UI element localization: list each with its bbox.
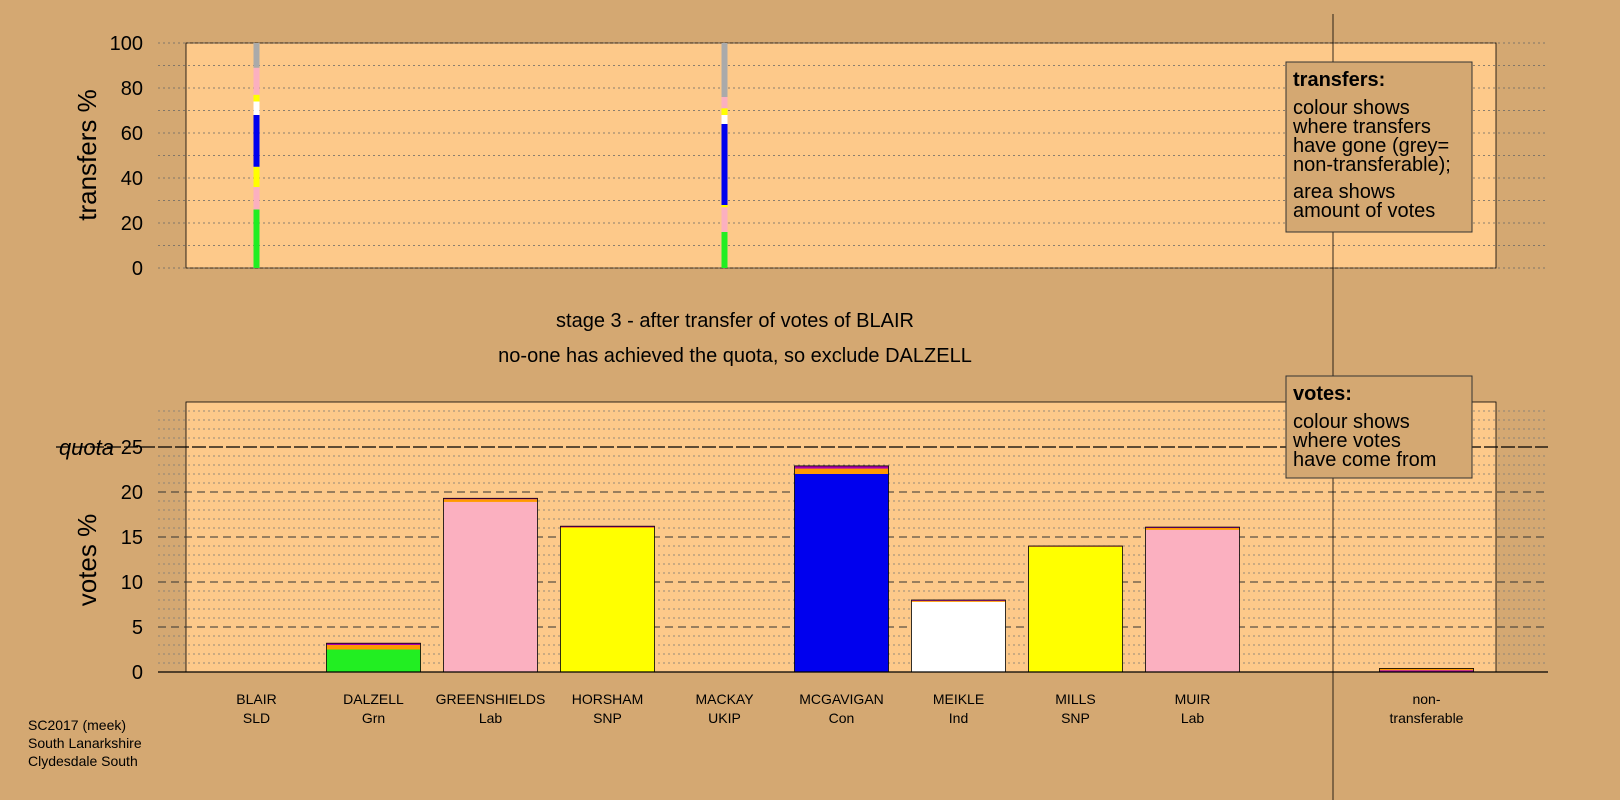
vote-bar-muir-segment-2 (1145, 527, 1240, 528)
transfer-segment-blair-7 (721, 43, 728, 97)
vote-bar-horsham-segment-0 (560, 528, 655, 672)
vote-bar-meikle-segment-1 (911, 600, 1006, 602)
vote-bar-meikle-segment-0 (911, 601, 1006, 672)
votes-tick-label-4: 20 (121, 482, 143, 504)
transfer-segment-mackay-3 (253, 115, 260, 167)
category-party-7: SNP (1061, 710, 1090, 726)
transfer-segment-mackay-2 (253, 166, 260, 187)
votes-tick-label-0: 0 (132, 662, 143, 684)
transfer-segment-mackay-5 (253, 94, 260, 102)
category-party-0: SLD (243, 710, 270, 726)
credit-line-2: South Lanarkshire (28, 735, 142, 751)
vote-bar-meikle-segment-2 (911, 600, 1006, 601)
votes-legend-title: votes: (1293, 383, 1352, 405)
transfer-segment-mackay-0 (253, 209, 260, 268)
category-label-7: MILLS (1055, 691, 1095, 707)
credits: SC2017 (meek) South Lanarkshire Clydesda… (28, 716, 142, 770)
category-label-6: MEIKLE (933, 691, 984, 707)
category-label-1: DALZELL (343, 691, 404, 707)
transfers-tick-label-1: 20 (121, 213, 143, 235)
transfers-tick-label-5: 100 (110, 33, 143, 55)
category-party-8: Lab (1181, 710, 1205, 726)
vote-bar-dalzell-segment-1 (326, 645, 421, 650)
transfers-tick-label-2: 40 (121, 168, 143, 190)
vote-bar-greenshields-segment-1 (443, 499, 538, 502)
transfers-axis-label: transfers % (72, 89, 102, 221)
stage-subtitle: no-one has achieved the quota, so exclud… (498, 345, 972, 367)
category-party-3: SNP (593, 710, 622, 726)
vote-bar-mills-segment-0 (1028, 546, 1123, 672)
category-party-4: UKIP (708, 710, 741, 726)
transfer-segment-blair-6 (721, 97, 728, 109)
vote-bar-horsham-segment-1 (560, 527, 655, 528)
vote-bar-dalzell-segment-0 (326, 649, 421, 672)
transfer-segment-mackay-1 (253, 187, 260, 210)
credit-line-3: Clydesdale South (28, 753, 138, 769)
vote-bar-mcgavigan-segment-2 (794, 465, 889, 469)
transfer-segment-blair-5 (721, 108, 728, 115)
vote-bar-non-transferable-segment-1 (1379, 668, 1474, 671)
transfers-legend-line-0: colour shows (1293, 97, 1410, 119)
transfer-segment-mackay-7 (253, 43, 260, 68)
vote-bar-mcgavigan-segment-0 (794, 474, 889, 672)
category-party-9: transferable (1390, 710, 1464, 726)
stage-title: stage 3 - after transfer of votes of BLA… (556, 310, 914, 332)
category-label-0: BLAIR (236, 691, 276, 707)
transfers-tick-label-3: 60 (121, 123, 143, 145)
category-label-9: non- (1412, 691, 1440, 707)
category-party-2: Lab (479, 710, 503, 726)
vote-bar-greenshields-segment-0 (443, 501, 538, 672)
category-label-4: MACKAY (695, 691, 754, 707)
category-party-6: Ind (949, 710, 968, 726)
transfer-segment-blair-4 (721, 115, 728, 124)
vote-bar-muir-segment-1 (1145, 528, 1240, 530)
category-label-5: MCGAVIGAN (799, 691, 884, 707)
transfers-legend-line-4: area shows (1293, 181, 1395, 203)
votes-tick-label-1: 5 (132, 617, 143, 639)
votes-axis-label: votes % (72, 514, 102, 607)
votes-legend-line-1: where votes (1292, 430, 1401, 452)
transfers-legend-line-3: non-transferable); (1293, 154, 1451, 176)
transfer-segment-mackay-6 (253, 67, 260, 95)
votes-legend-line-0: colour shows (1293, 411, 1410, 433)
category-label-2: GREENSHIELDS (436, 691, 546, 707)
votes-tick-label-2: 10 (121, 572, 143, 594)
category-party-5: Con (829, 710, 855, 726)
vote-bar-greenshields-segment-2 (443, 498, 538, 500)
transfers-legend-title: transfers: (1293, 69, 1385, 91)
quota-label: quota (59, 435, 114, 460)
transfers-legend-line-5: amount of votes (1293, 200, 1435, 222)
vote-bar-horsham-segment-2 (560, 526, 655, 528)
vote-bar-dalzell-segment-2 (326, 643, 421, 645)
transfer-segment-blair-0 (721, 232, 728, 268)
votes-legend-box (1285, 375, 1473, 479)
category-label-8: MUIR (1175, 691, 1211, 707)
votes-tick-label-3: 15 (121, 527, 143, 549)
transfer-segment-mackay-4 (253, 101, 260, 115)
category-party-1: Grn (362, 710, 385, 726)
vote-bar-muir-segment-0 (1145, 529, 1240, 672)
vote-bar-non-transferable-segment-0 (1379, 670, 1474, 672)
transfers-tick-label-4: 80 (121, 78, 143, 100)
votes-tick-label-5: 25 (121, 437, 143, 459)
credit-line-1: SC2017 (meek) (28, 717, 127, 733)
votes-legend-line-2: have come from (1293, 449, 1436, 471)
vote-bar-mcgavigan-segment-1 (794, 468, 889, 474)
transfer-segment-blair-2 (721, 205, 728, 208)
transfers-legend-line-2: have gone (grey= (1293, 135, 1449, 157)
transfers-legend-box (1285, 61, 1473, 233)
transfer-segment-blair-1 (721, 207, 728, 232)
transfers-legend-line-1: where transfers (1292, 116, 1431, 138)
transfer-segment-blair-3 (721, 124, 728, 205)
transfers-tick-label-0: 0 (132, 258, 143, 280)
category-label-3: HORSHAM (572, 691, 644, 707)
